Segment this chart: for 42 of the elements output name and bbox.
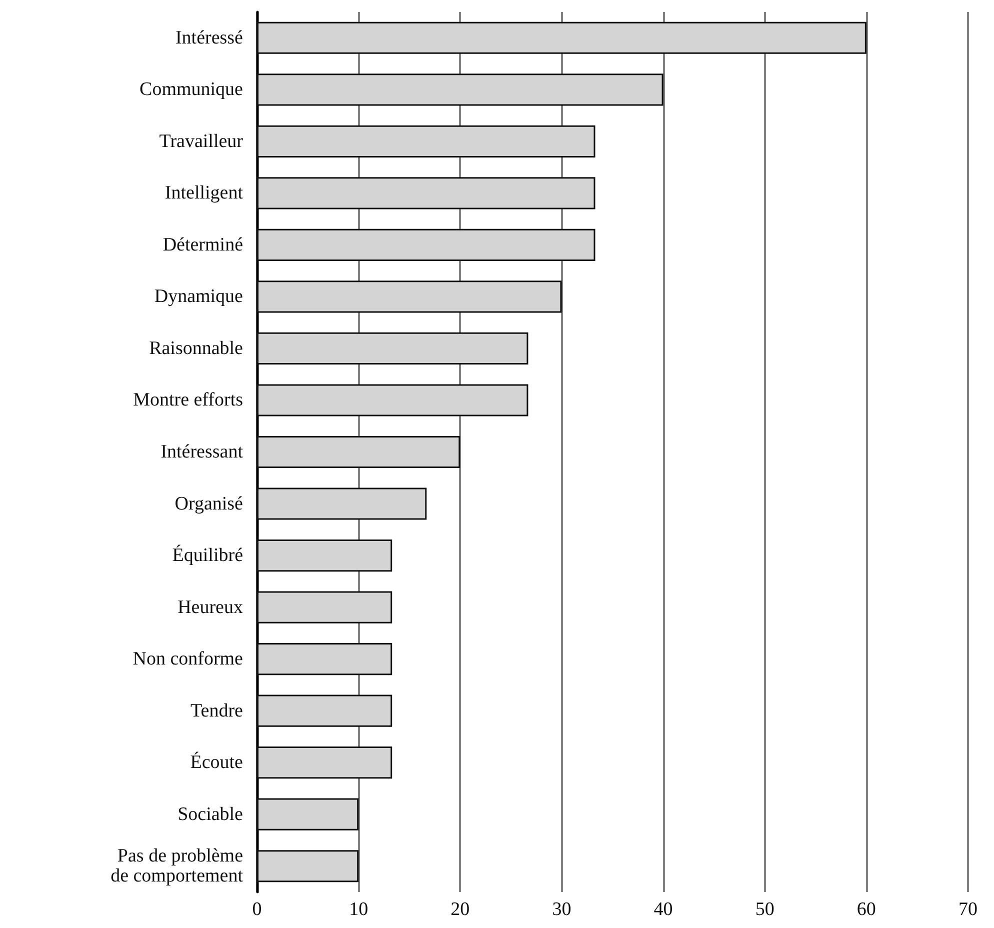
bar	[257, 384, 528, 416]
bar	[257, 22, 866, 54]
bar	[257, 228, 596, 261]
x-tick-label: 50	[755, 899, 774, 920]
y-tick-label: Intéressé	[175, 27, 243, 48]
x-tick-label: 70	[958, 899, 978, 920]
y-tick-label: Intéressant	[160, 442, 244, 462]
bar	[257, 746, 392, 779]
x-tick-label: 60	[856, 899, 876, 920]
x-tick-label: 10	[349, 899, 368, 920]
y-tick-label: Tendre	[190, 700, 243, 722]
bar	[257, 177, 596, 210]
bar	[257, 850, 359, 882]
y-tick-label: Intelligent	[164, 182, 244, 204]
y-tick-label: Organisé	[174, 493, 243, 514]
x-tick-label: 40	[654, 899, 673, 920]
y-tick-label: Équilibré	[172, 544, 243, 566]
bar	[257, 591, 392, 624]
y-tick-label: Déterminé	[162, 234, 243, 256]
y-tick-label: Non conforme	[132, 648, 243, 670]
x-tick-label: 30	[552, 899, 572, 920]
x-tick-label: 20	[450, 899, 470, 920]
y-tick-label: Pas de problème de comportement	[110, 846, 244, 887]
bar	[257, 125, 596, 158]
bar	[257, 436, 460, 468]
bar	[257, 332, 528, 365]
y-tick-label: Communique	[140, 79, 243, 100]
y-tick-label: Dynamique	[154, 286, 243, 308]
bar	[257, 488, 427, 520]
bar	[257, 539, 392, 572]
y-tick-label: Écoute	[190, 751, 243, 774]
bar	[257, 74, 664, 106]
bar	[257, 643, 392, 676]
y-tick-label: Raisonnable	[149, 338, 243, 359]
y-tick-label: Travailleur	[159, 130, 244, 152]
y-tick-label: Sociable	[178, 804, 243, 825]
y-tick-label: Heureux	[178, 596, 244, 618]
bar	[257, 694, 392, 727]
x-tick-label: 0	[252, 899, 262, 920]
bar	[257, 280, 562, 313]
y-tick-label: Montre efforts	[133, 390, 243, 411]
bar	[257, 798, 359, 830]
